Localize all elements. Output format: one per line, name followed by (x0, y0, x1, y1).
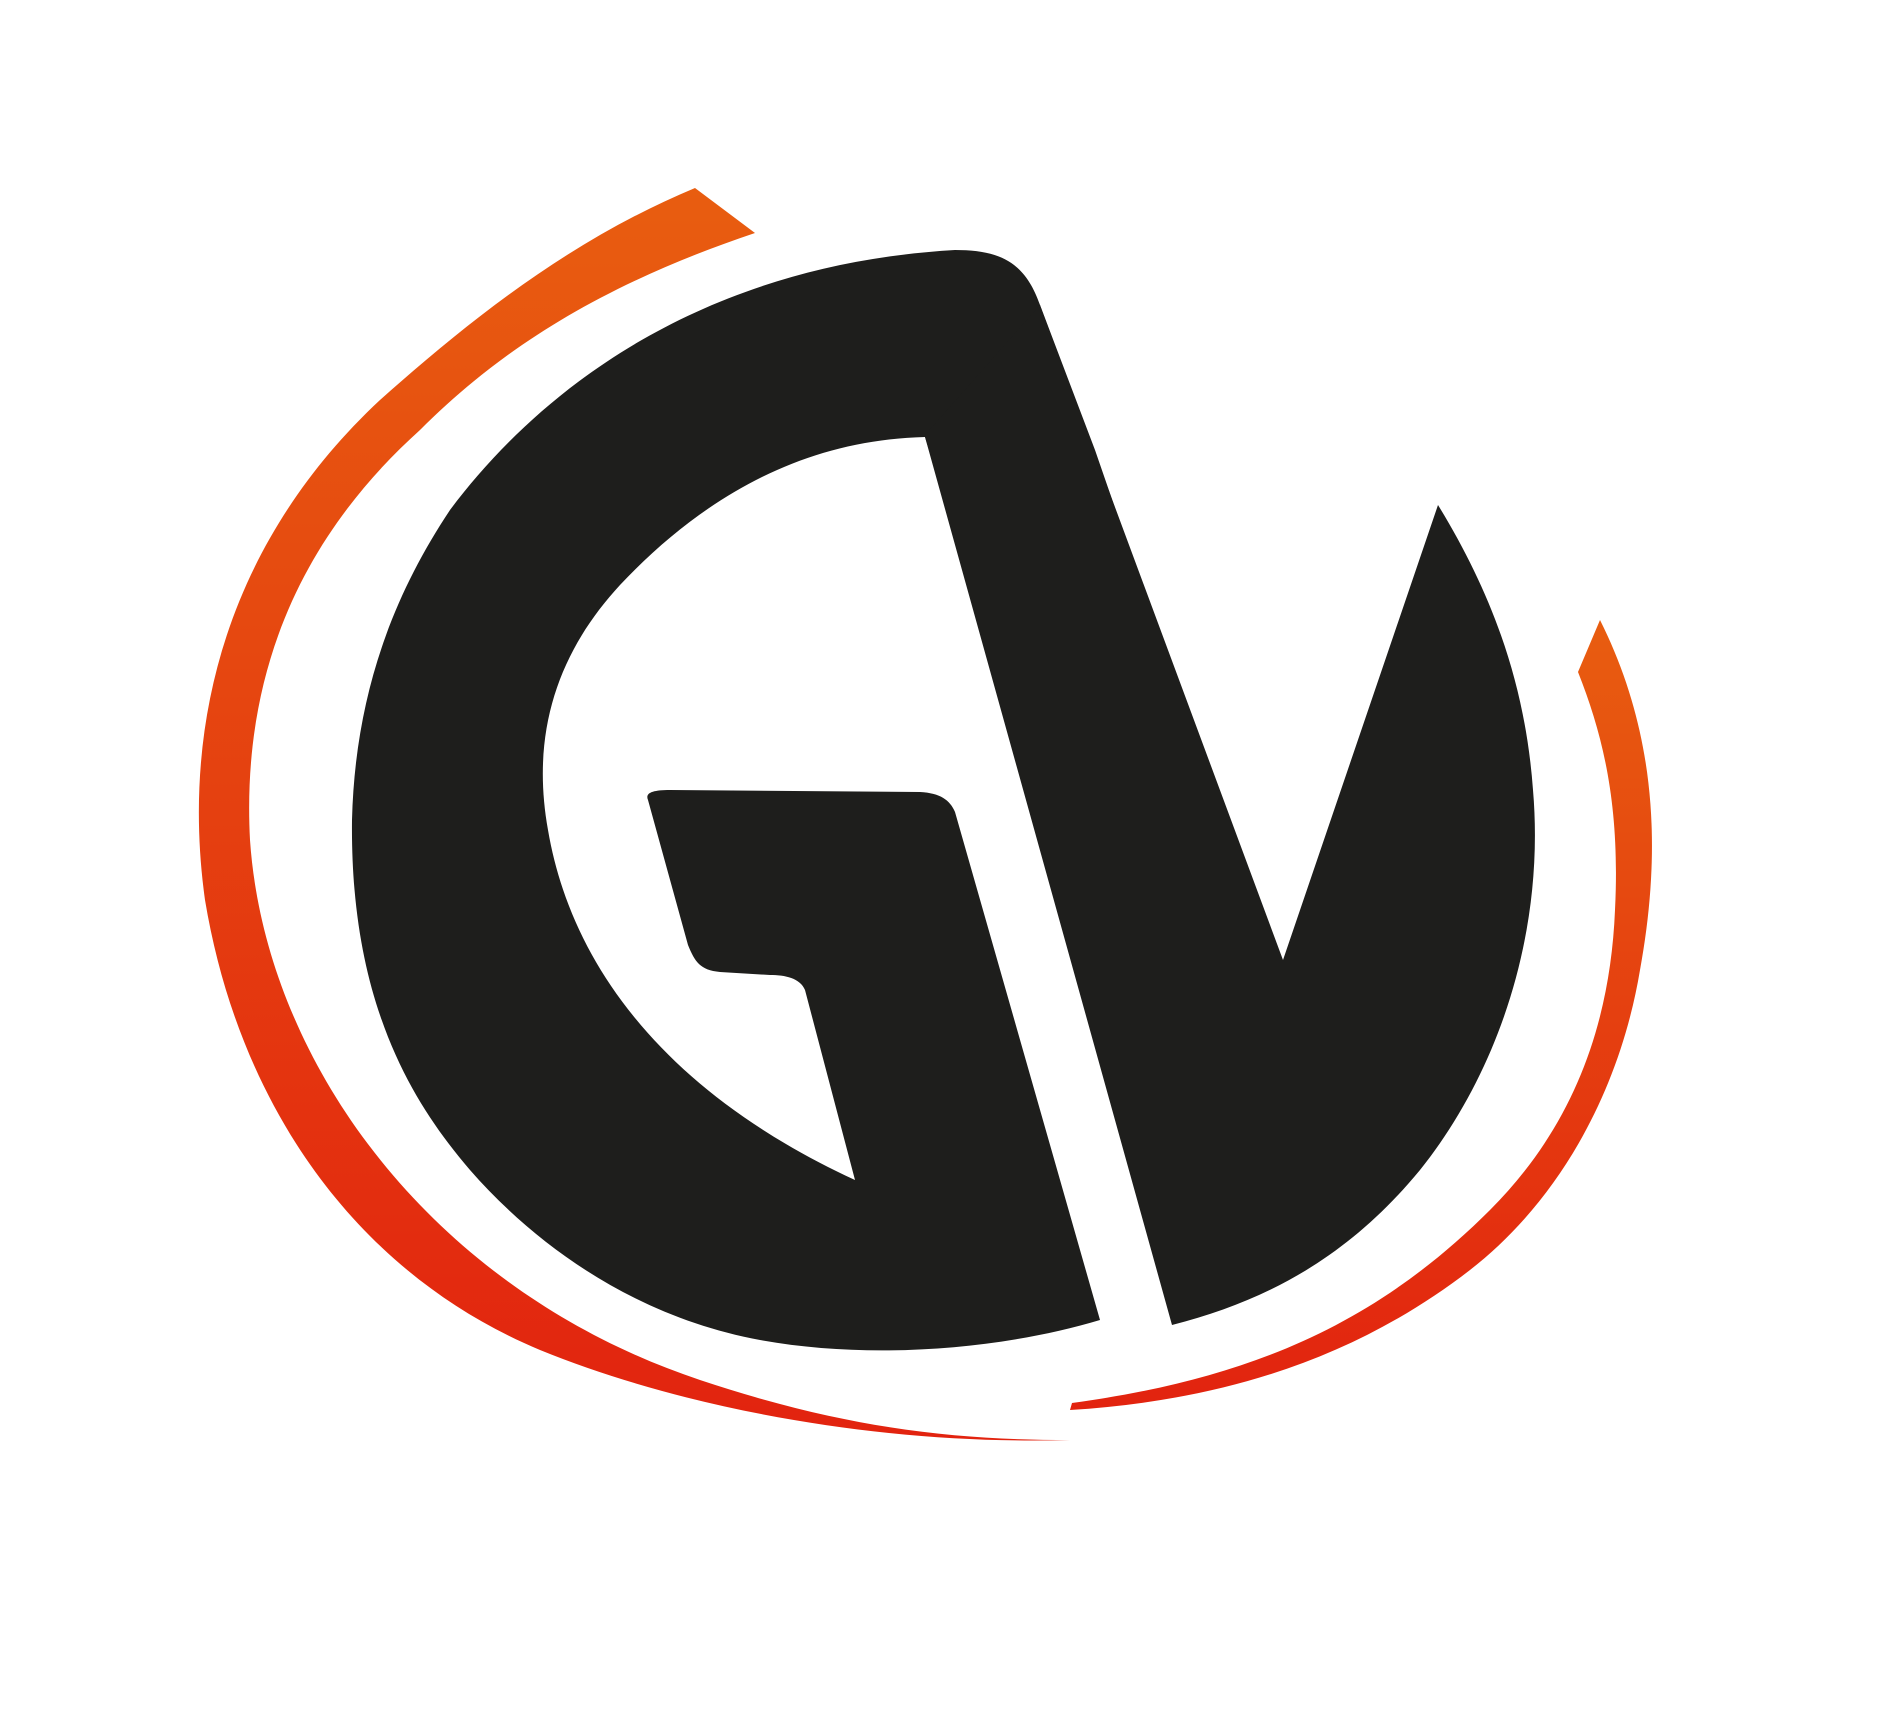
swoosh-right-arc (1070, 620, 1652, 1410)
letter-v-shape (925, 305, 1535, 1325)
